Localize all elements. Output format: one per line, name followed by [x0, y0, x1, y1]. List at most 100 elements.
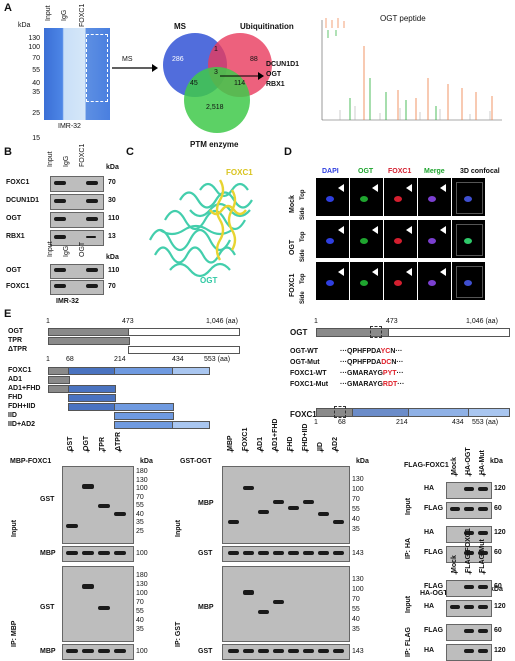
band — [86, 217, 98, 221]
seq-site: DC — [381, 359, 392, 366]
seq-string: ···QPHFPDADCN··· — [340, 359, 403, 366]
right-ogt-cat — [388, 328, 510, 337]
d-row-label: FOXC1 — [289, 273, 296, 297]
blot1-lane: ΔTPR — [115, 431, 122, 451]
d-col-3d: 3D confocal — [460, 168, 500, 175]
blot4-bait: HA-OGT — [420, 590, 448, 597]
blot1-marker-ip: 180 — [136, 572, 148, 579]
blot4-row-name: FLAG — [424, 583, 444, 590]
seq-pre: ···GMARAYG — [340, 381, 383, 388]
blot4-row-name: HA — [424, 647, 435, 654]
d-arrowhead — [338, 184, 344, 192]
e-foxc1-names: FOXC1 AD1 AD1+FHD FHD FDH+IID IID IID+AD… — [8, 366, 40, 429]
blot4-row-name: HA — [424, 603, 435, 610]
band — [273, 600, 284, 604]
d-nucleus — [326, 280, 334, 286]
d-nucleus — [360, 280, 368, 286]
band — [273, 500, 284, 504]
blot2-lane: AD1 — [257, 436, 264, 451]
blot2-marker: 70 — [352, 496, 360, 503]
band — [228, 649, 239, 653]
lane-foxc1: FOXC1 — [79, 3, 86, 27]
d-3d-box — [456, 266, 483, 298]
venn-ubiq-only: 88 — [250, 56, 258, 63]
blot4-lane: FLAG-FOXC1 — [465, 528, 472, 573]
band — [478, 507, 488, 511]
b-lane-input: Input — [47, 151, 54, 167]
band — [450, 507, 460, 511]
ms-spectrum — [321, 18, 502, 121]
marker: 55 — [32, 66, 40, 74]
b-row-name: DCUN1D1 — [6, 197, 40, 204]
band — [478, 585, 488, 589]
marker: 35 — [32, 89, 40, 97]
blot2-lane: FHD+IID — [302, 423, 309, 451]
d-3d-box — [456, 224, 483, 256]
right-foxc1-ad2 — [468, 408, 510, 417]
blot1-marker: 100 — [136, 485, 148, 492]
e-right-ogt-n1: 1 — [314, 318, 318, 325]
band — [478, 629, 488, 633]
cell-line: IMR-32 — [58, 123, 81, 130]
blot1-marker-ip: 70 — [136, 599, 144, 606]
blot1-ip: IP: MBP — [11, 620, 18, 647]
protein-structure — [149, 179, 253, 278]
ms-arrow-label: MS — [122, 56, 133, 63]
band — [98, 606, 110, 610]
band — [273, 551, 284, 555]
e-foxc1-n4: 434 — [172, 356, 184, 363]
blot2-lane: FOXC1 — [242, 427, 249, 451]
d-3d-nucleus — [464, 196, 472, 202]
b2-lane-igg: IgG — [63, 245, 70, 257]
blot3-row-name: HA — [424, 485, 435, 492]
b-lane-foxc1: FOXC1 — [79, 143, 86, 167]
foxc1-site-box — [334, 406, 346, 418]
blot4-row-kda: 60 — [494, 583, 502, 590]
panel-c-label: C — [126, 146, 134, 158]
d-view-label: Side — [300, 291, 306, 304]
c-ogt-label: OGT — [200, 276, 218, 285]
band — [303, 551, 314, 555]
marker: 25 — [32, 110, 40, 118]
d-nucleus — [394, 280, 402, 286]
plus-sign: + — [453, 570, 459, 577]
blot3-bait: FLAG-FOXC1 — [404, 462, 449, 469]
blot2-marker-ip: 55 — [352, 606, 360, 613]
band — [82, 551, 94, 555]
blot4-row-kda: 120 — [494, 647, 506, 654]
d-row-label: Mock — [289, 195, 296, 213]
band — [464, 531, 474, 535]
blot2-marker-ip: 35 — [352, 626, 360, 633]
hit-ogt: OGT — [266, 71, 282, 78]
blot2-marker-ip: 40 — [352, 616, 360, 623]
seq-post: N··· — [390, 348, 403, 355]
blot1-marker: 40 — [136, 510, 144, 518]
lane-igg: IgG — [61, 9, 68, 21]
band — [318, 551, 329, 555]
band — [86, 181, 98, 185]
band — [114, 512, 126, 516]
construct-dtpr: ΔTPR — [8, 346, 28, 353]
band — [243, 486, 254, 490]
blot2-mbp: MBP — [198, 500, 214, 507]
b-blot — [50, 230, 104, 246]
d-nucleus — [428, 238, 436, 244]
foxc1-domain-bar — [48, 385, 70, 393]
band — [82, 649, 94, 653]
blot2-gst-kda: 143 — [352, 550, 364, 557]
band — [228, 520, 239, 524]
blot3-row-kda: 120 — [494, 485, 506, 492]
construct-tpr: TPR — [8, 337, 22, 344]
blot1-kda: kDa — [140, 458, 153, 465]
d-arrowhead — [440, 226, 446, 234]
foxc1-domain-bar — [114, 421, 174, 429]
foxc1-domain-bar — [48, 376, 70, 384]
foxc1-domain-bar — [68, 403, 116, 411]
d-view-label: Side — [300, 249, 306, 262]
band — [86, 199, 98, 203]
band — [98, 551, 110, 555]
band — [273, 649, 284, 653]
plus-sign: + — [481, 570, 487, 577]
blot4-lane: FLAG-Mut — [479, 539, 486, 573]
construct-ogt: OGT — [8, 328, 24, 335]
